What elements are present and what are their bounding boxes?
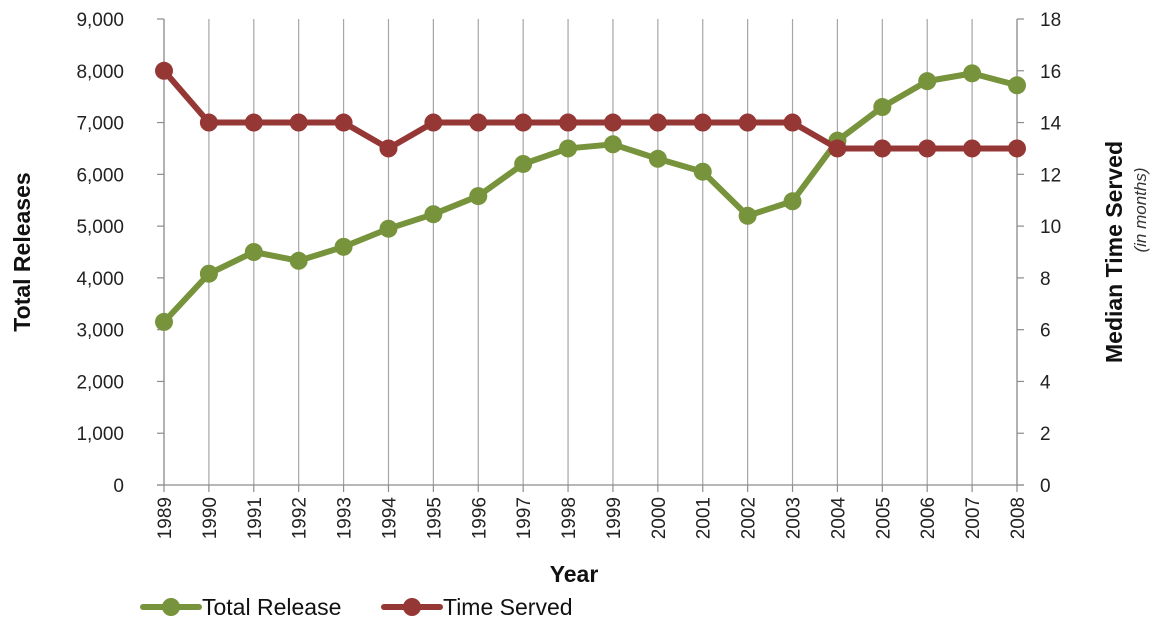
point-time-served-2004 bbox=[828, 139, 847, 158]
point-total-release-2001 bbox=[693, 162, 712, 181]
x-tick-label: 2008 bbox=[1008, 497, 1029, 539]
left-tick-label: 7,000 bbox=[76, 114, 124, 135]
right-tick-label: 12 bbox=[1040, 165, 1061, 186]
point-time-served-1991 bbox=[244, 113, 263, 132]
gridlines bbox=[163, 19, 1018, 485]
axes bbox=[157, 18, 1024, 492]
x-tick-label: 2006 bbox=[918, 497, 939, 539]
x-tick-label: 1989 bbox=[155, 497, 176, 539]
point-time-served-2007 bbox=[963, 139, 982, 158]
right-tick-label: 6 bbox=[1040, 321, 1051, 342]
point-total-release-1990 bbox=[199, 264, 218, 283]
right-axis-subtitle: (in months) bbox=[1131, 167, 1150, 252]
point-time-served-2003 bbox=[783, 113, 802, 132]
right-tick-label: 16 bbox=[1040, 62, 1061, 83]
left-tick-label: 2,000 bbox=[76, 372, 124, 393]
point-time-served-2006 bbox=[918, 139, 937, 158]
right-tick-label: 10 bbox=[1040, 217, 1061, 238]
x-tick-label: 2003 bbox=[784, 497, 805, 539]
left-tick-label: 3,000 bbox=[76, 321, 124, 342]
point-time-served-1998 bbox=[559, 113, 578, 132]
x-tick-label: 1992 bbox=[290, 497, 311, 539]
point-total-release-1997 bbox=[514, 154, 533, 173]
right-axis-tick-labels: 0 2 4 6 8 10 12 14 16 18 bbox=[1040, 10, 1062, 497]
left-axis-tick-labels: 0 1,000 2,000 3,000 4,000 5,000 6,000 7,000 8,00… bbox=[76, 10, 124, 497]
point-time-served-2008 bbox=[1008, 139, 1026, 158]
point-total-release-1998 bbox=[559, 139, 578, 158]
point-total-release-1994 bbox=[379, 219, 398, 238]
x-tick-label: 1998 bbox=[559, 497, 580, 539]
series-time-served bbox=[155, 61, 1026, 158]
legend-swatch-marker bbox=[162, 598, 180, 616]
point-time-served-1997 bbox=[514, 113, 533, 132]
x-tick-label: 1993 bbox=[335, 497, 356, 539]
legend-item-time-served: Time Served bbox=[381, 594, 573, 620]
left-tick-label: 4,000 bbox=[76, 269, 124, 290]
point-total-release-2000 bbox=[648, 149, 667, 168]
point-time-served-1990 bbox=[199, 113, 218, 132]
point-time-served-2001 bbox=[693, 113, 712, 132]
point-time-served-1994 bbox=[379, 139, 398, 158]
point-time-served-1993 bbox=[334, 113, 353, 132]
x-tick-label: 2001 bbox=[694, 497, 715, 539]
point-time-served-2000 bbox=[648, 113, 667, 132]
right-tick-label: 18 bbox=[1040, 10, 1061, 31]
point-time-served-1995 bbox=[424, 113, 443, 132]
x-tick-label: 2007 bbox=[963, 497, 984, 539]
point-time-served-1989 bbox=[155, 61, 173, 80]
point-time-served-2005 bbox=[873, 139, 892, 158]
left-tick-label: 5,000 bbox=[76, 217, 124, 238]
point-total-release-1999 bbox=[603, 135, 622, 154]
x-axis-tick-labels: 1989 1990 1991 1992 1993 1994 1995 1996 1997 1998… bbox=[155, 497, 1029, 540]
x-tick-label: 1990 bbox=[200, 497, 221, 539]
point-total-release-1992 bbox=[289, 251, 308, 270]
point-time-served-1992 bbox=[289, 113, 308, 132]
right-tick-label: 8 bbox=[1040, 269, 1051, 290]
x-tick-label: 1999 bbox=[604, 497, 625, 539]
left-tick-label: 8,000 bbox=[76, 62, 124, 83]
series-layer bbox=[155, 61, 1026, 331]
point-total-release-1995 bbox=[424, 205, 443, 224]
point-total-release-1993 bbox=[334, 237, 353, 256]
legend-swatch-marker bbox=[403, 598, 421, 616]
legend: Total Release Time Served bbox=[140, 594, 573, 620]
point-total-release-2002 bbox=[738, 206, 757, 225]
point-total-release-2003 bbox=[783, 192, 802, 211]
point-total-release-1991 bbox=[244, 243, 263, 261]
legend-label: Total Release bbox=[202, 594, 341, 620]
x-tick-label: 1994 bbox=[379, 497, 400, 540]
point-total-release-1989 bbox=[155, 312, 173, 331]
x-tick-label: 1991 bbox=[245, 497, 266, 539]
left-axis-title: Total Releases bbox=[9, 172, 35, 331]
right-tick-label: 4 bbox=[1040, 372, 1051, 393]
left-tick-label: 0 bbox=[113, 476, 124, 497]
point-total-release-2005 bbox=[873, 98, 892, 117]
x-tick-label: 2000 bbox=[649, 497, 670, 539]
point-total-release-2008 bbox=[1008, 76, 1026, 95]
left-tick-label: 6,000 bbox=[76, 165, 124, 186]
point-total-release-1996 bbox=[469, 187, 488, 206]
x-tick-label: 1996 bbox=[469, 497, 490, 539]
left-tick-label: 9,000 bbox=[76, 10, 124, 31]
x-tick-label: 1997 bbox=[514, 497, 535, 539]
x-tick-label: 2004 bbox=[828, 497, 849, 540]
x-tick-label: 1995 bbox=[424, 497, 445, 539]
x-tick-label: 2005 bbox=[873, 497, 894, 539]
right-tick-label: 2 bbox=[1040, 424, 1051, 445]
x-tick-label: 2002 bbox=[739, 497, 760, 539]
point-total-release-2006 bbox=[918, 72, 937, 91]
legend-label: Time Served bbox=[443, 594, 573, 620]
point-total-release-2007 bbox=[963, 64, 982, 83]
point-time-served-2002 bbox=[738, 113, 757, 132]
right-axis-title: Median Time Served bbox=[1101, 141, 1127, 363]
series-total-release bbox=[155, 64, 1026, 331]
point-time-served-1999 bbox=[603, 113, 622, 132]
x-axis-title: Year bbox=[550, 561, 599, 587]
point-time-served-1996 bbox=[469, 113, 488, 132]
left-tick-label: 1,000 bbox=[76, 424, 124, 445]
legend-item-total-release: Total Release bbox=[140, 594, 341, 620]
right-tick-label: 14 bbox=[1040, 114, 1062, 135]
right-tick-label: 0 bbox=[1040, 476, 1051, 497]
